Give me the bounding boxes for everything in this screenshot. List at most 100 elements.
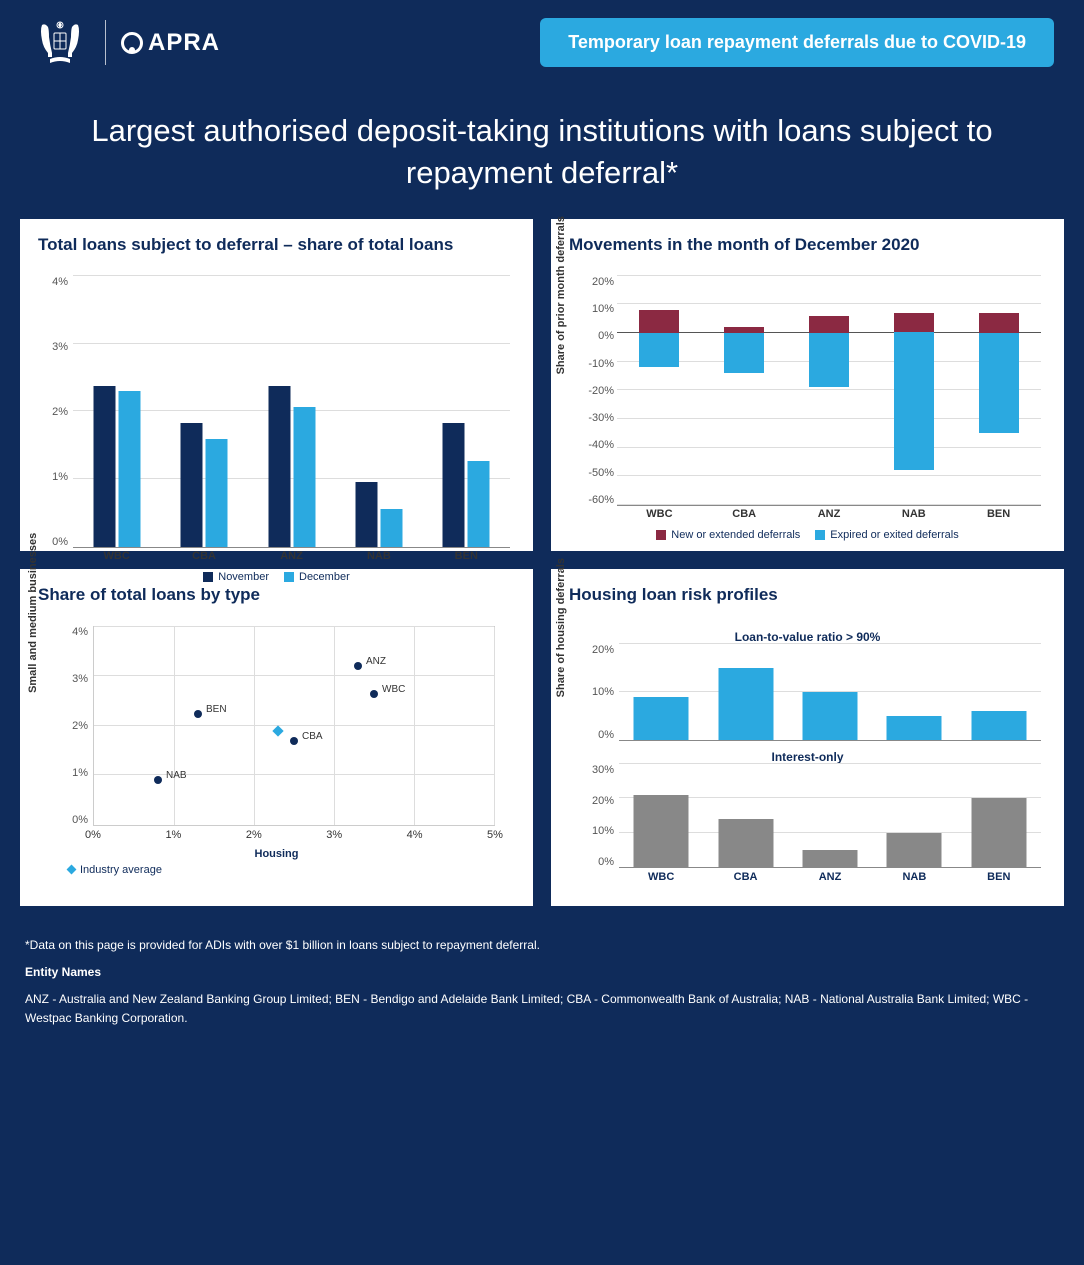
bar-negative bbox=[979, 333, 1019, 434]
y-tick: 10% bbox=[584, 686, 614, 698]
legend-item: Expired or exited deferrals bbox=[815, 529, 958, 541]
bar bbox=[468, 461, 490, 547]
chart4-plot: Share of housing deferralsLoan-to-value … bbox=[569, 626, 1046, 896]
chart1-plot: 4%3%2%1%0%WBCCBAANZNABBENNovemberDecembe… bbox=[38, 276, 515, 583]
y-tick: 0% bbox=[584, 330, 614, 342]
logo-divider bbox=[105, 20, 106, 65]
y-tick: 2% bbox=[38, 406, 68, 418]
chart-title: Total loans subject to deferral – share … bbox=[38, 234, 515, 256]
x-label: CBA bbox=[734, 871, 758, 883]
chart-title: Share of total loans by type bbox=[38, 584, 515, 606]
bar bbox=[443, 423, 465, 547]
y-tick: 20% bbox=[584, 644, 614, 656]
bar-negative bbox=[894, 332, 934, 470]
y-tick: 4% bbox=[63, 626, 88, 638]
bar bbox=[268, 386, 290, 547]
bar bbox=[380, 509, 402, 547]
point-label: ANZ bbox=[366, 656, 386, 667]
point-label: CBA bbox=[302, 731, 323, 742]
x-label: ANZ bbox=[280, 550, 303, 562]
footer: *Data on this page is provided for ADIs … bbox=[0, 906, 1084, 1057]
entity-names-text: ANZ - Australia and New Zealand Banking … bbox=[25, 990, 1059, 1028]
y-tick: -50% bbox=[584, 467, 614, 479]
bar bbox=[803, 850, 858, 867]
x-label: BEN bbox=[987, 508, 1010, 520]
y-axis-label: Small and medium businesses bbox=[27, 533, 39, 693]
x-label: ANZ bbox=[819, 871, 842, 883]
x-label: NAB bbox=[902, 508, 926, 520]
x-tick: 5% bbox=[487, 829, 503, 841]
bar-negative bbox=[724, 333, 764, 373]
y-tick: 20% bbox=[584, 795, 614, 807]
x-tick: 0% bbox=[85, 829, 101, 841]
bar-negative bbox=[809, 333, 849, 388]
bar bbox=[181, 423, 203, 547]
x-label: WBC bbox=[646, 508, 672, 520]
bar bbox=[634, 697, 689, 740]
y-tick: 10% bbox=[584, 303, 614, 315]
bar-group bbox=[355, 482, 402, 547]
scatter-point: WBC bbox=[370, 690, 378, 698]
y-tick: 0% bbox=[584, 856, 614, 868]
point-label: BEN bbox=[206, 704, 227, 715]
y-tick: 1% bbox=[63, 767, 88, 779]
chart-title: Housing loan risk profiles bbox=[569, 584, 1046, 606]
scatter-point: ANZ bbox=[354, 662, 362, 670]
y-tick: 0% bbox=[584, 729, 614, 741]
apra-logo: APRA bbox=[121, 29, 220, 57]
y-axis-label: Share of prior month deferrals bbox=[555, 216, 567, 374]
x-tick: 1% bbox=[165, 829, 181, 841]
bar-positive bbox=[979, 313, 1019, 333]
legend-item: November bbox=[203, 571, 269, 583]
bar-group bbox=[268, 386, 315, 547]
y-tick: -10% bbox=[584, 358, 614, 370]
apra-circle-icon bbox=[121, 32, 143, 54]
industry-average-point bbox=[274, 727, 282, 735]
page-title: Largest authorised deposit-taking instit… bbox=[0, 80, 1084, 219]
y-tick: -20% bbox=[584, 385, 614, 397]
bar bbox=[634, 795, 689, 867]
bar bbox=[887, 716, 942, 740]
y-tick: 10% bbox=[584, 825, 614, 837]
footer-note: *Data on this page is provided for ADIs … bbox=[25, 936, 1059, 955]
x-tick: 2% bbox=[246, 829, 262, 841]
scatter-point: BEN bbox=[194, 710, 202, 718]
x-label: ANZ bbox=[818, 508, 841, 520]
y-tick: 2% bbox=[63, 720, 88, 732]
chart2-plot: Share of prior month deferrals20%10%0%-1… bbox=[569, 276, 1046, 541]
org-name: APRA bbox=[148, 29, 220, 57]
scatter-point: CBA bbox=[290, 737, 298, 745]
y-tick: 0% bbox=[63, 814, 88, 826]
y-tick: 30% bbox=[584, 764, 614, 776]
page-banner: Temporary loan repayment deferrals due t… bbox=[540, 18, 1054, 67]
x-label: BEN bbox=[987, 871, 1010, 883]
x-tick: 3% bbox=[326, 829, 342, 841]
logo-container: APRA bbox=[30, 15, 220, 70]
bar-positive bbox=[809, 316, 849, 333]
bar-group bbox=[443, 423, 490, 547]
bar bbox=[971, 711, 1026, 740]
y-tick: 20% bbox=[584, 276, 614, 288]
bar bbox=[718, 668, 773, 740]
legend-item: New or extended deferrals bbox=[656, 529, 800, 541]
x-axis-label: Housing bbox=[38, 848, 515, 860]
entity-names-label: Entity Names bbox=[25, 963, 1059, 982]
coat-of-arms-icon bbox=[30, 15, 90, 70]
bar bbox=[206, 439, 228, 547]
point-label: WBC bbox=[382, 684, 405, 695]
chart-total-loans-deferral: Total loans subject to deferral – share … bbox=[20, 219, 533, 551]
x-tick: 4% bbox=[407, 829, 423, 841]
y-tick: 3% bbox=[63, 673, 88, 685]
y-tick: 3% bbox=[38, 341, 68, 353]
bar bbox=[803, 692, 858, 740]
scatter-point: NAB bbox=[154, 776, 162, 784]
y-axis-label: Share of housing deferrals bbox=[555, 558, 567, 697]
bar bbox=[887, 833, 942, 867]
bar-positive bbox=[639, 310, 679, 333]
bar bbox=[355, 482, 377, 547]
x-label: CBA bbox=[732, 508, 756, 520]
x-label: CBA bbox=[192, 550, 216, 562]
y-tick: -30% bbox=[584, 412, 614, 424]
subchart-title: Loan-to-value ratio > 90% bbox=[569, 630, 1046, 644]
legend-item: Industry average bbox=[68, 864, 162, 876]
